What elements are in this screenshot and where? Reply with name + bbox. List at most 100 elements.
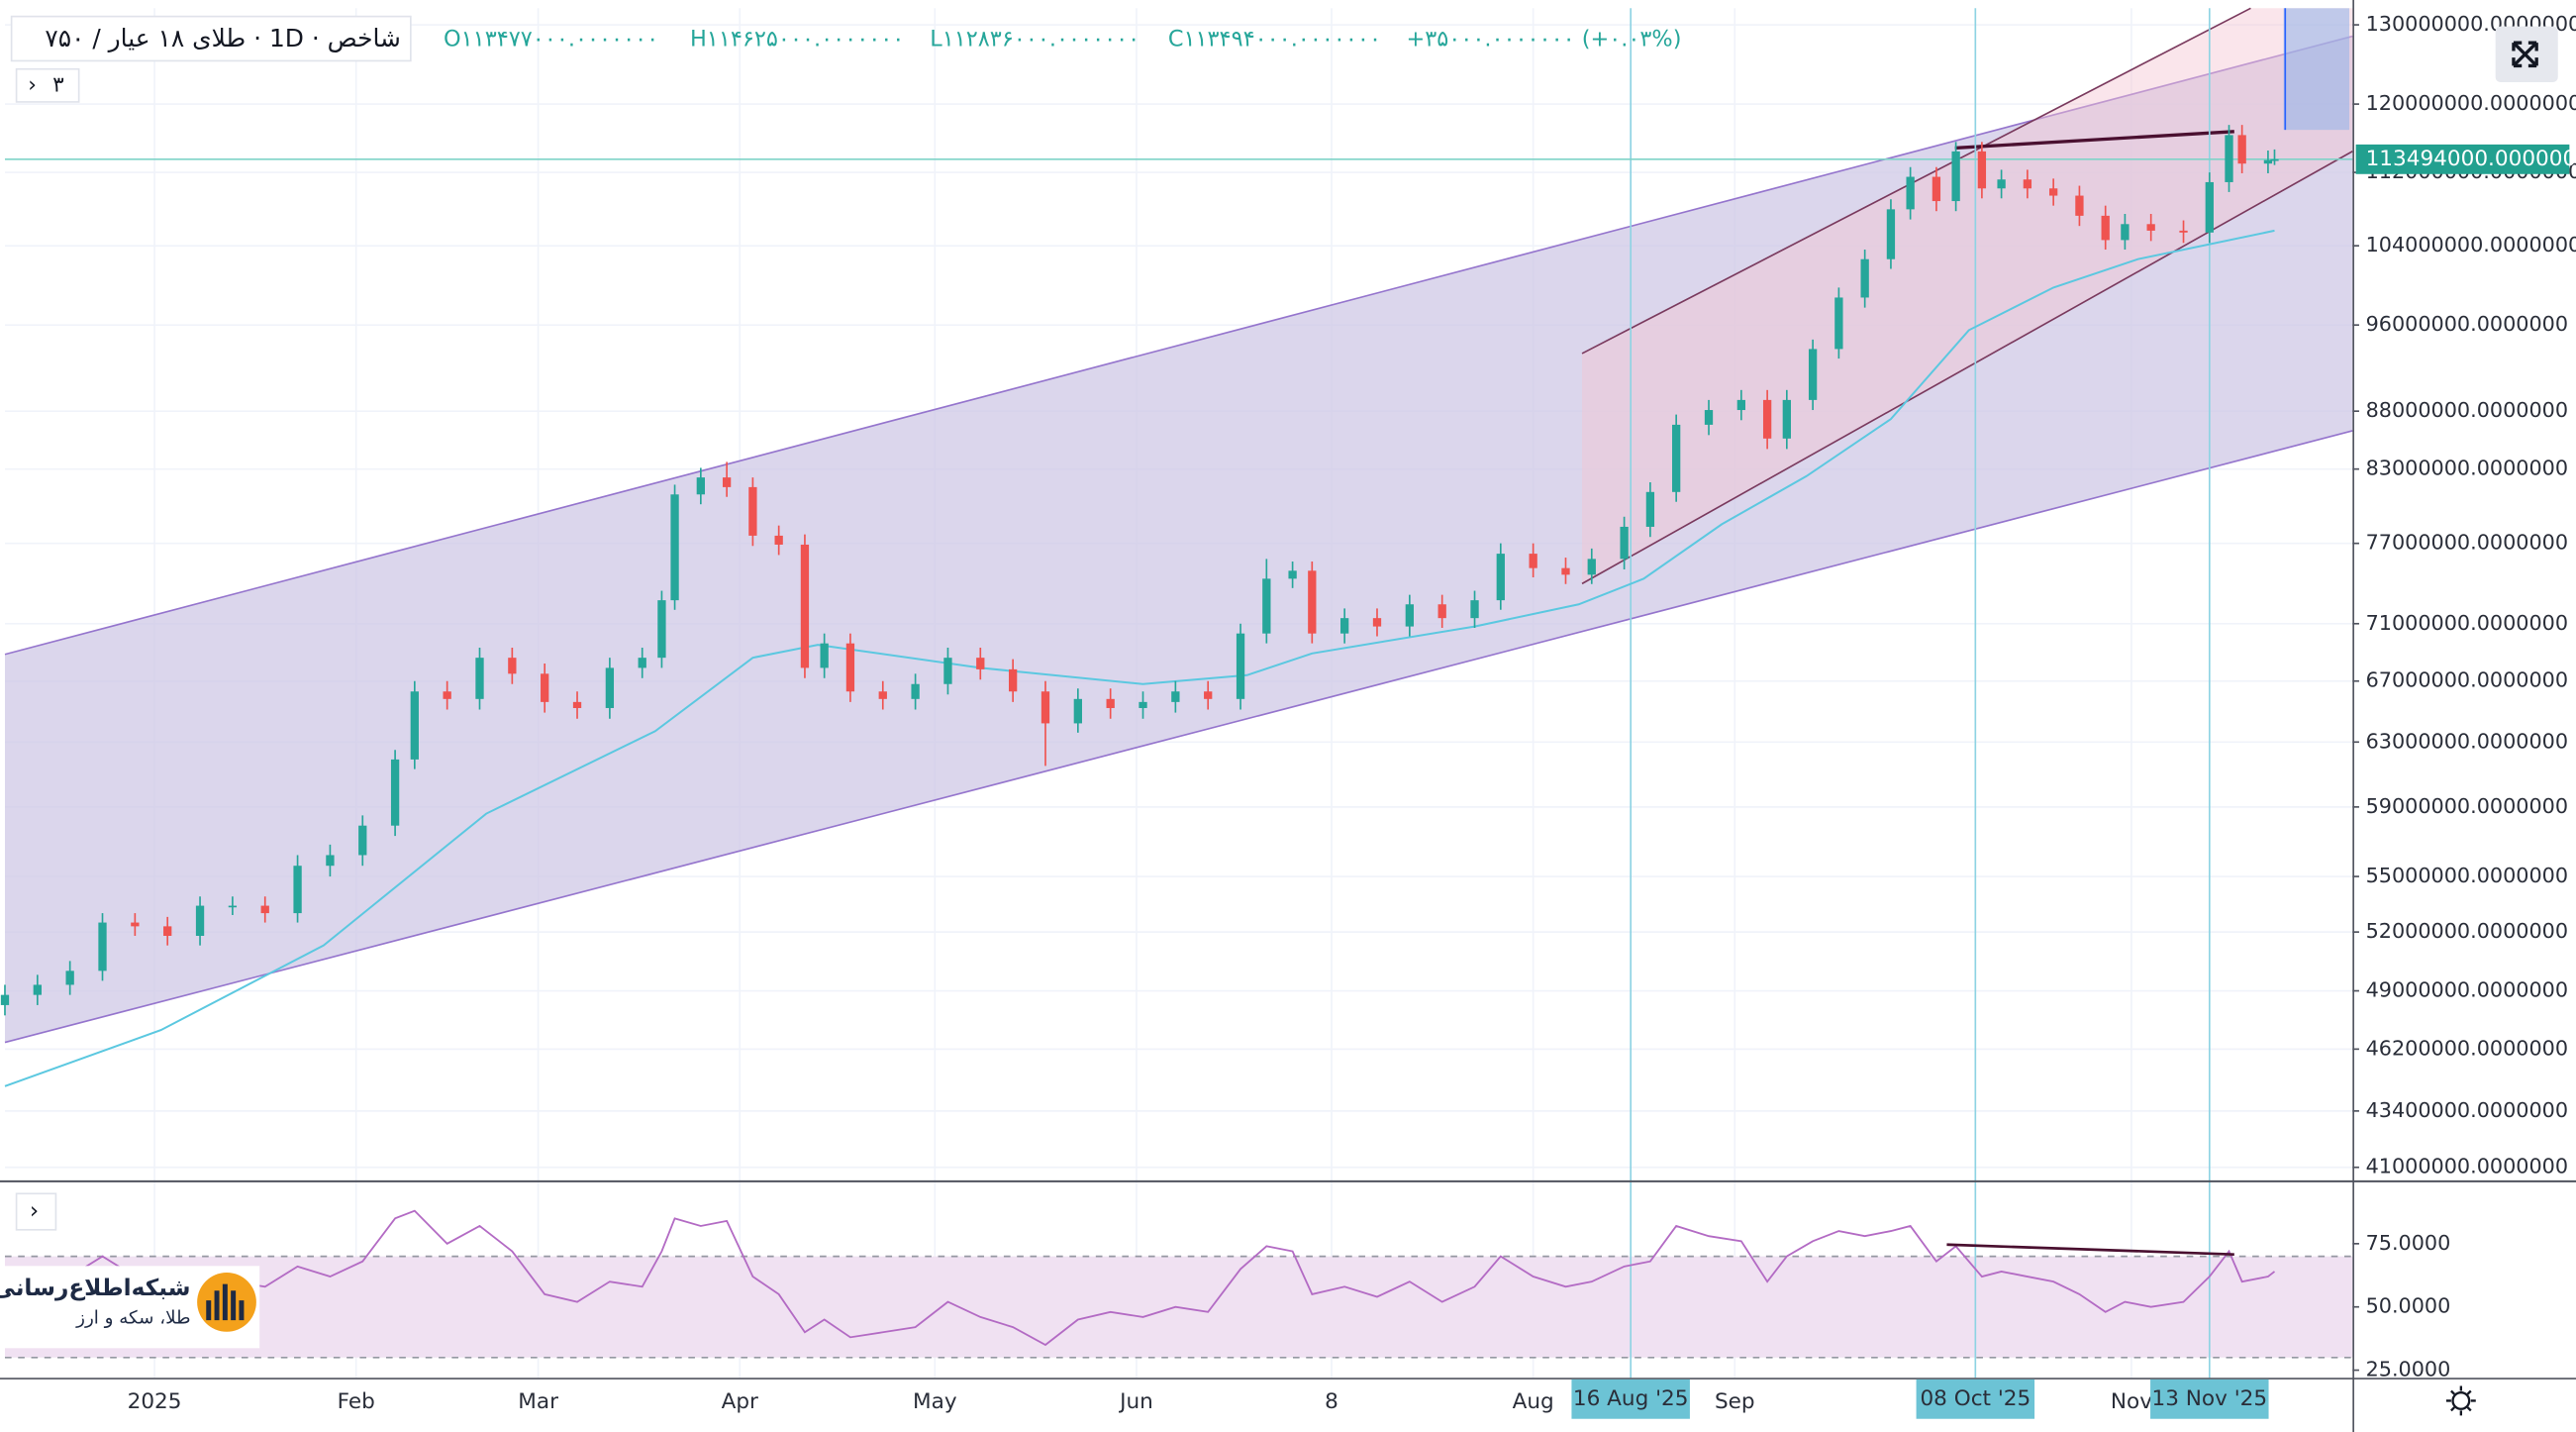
candle-body <box>1704 410 1714 425</box>
y-tick-label: 96000000.0000000 <box>2366 312 2568 336</box>
candle-body <box>131 922 140 927</box>
candle-body <box>1672 424 1681 492</box>
rsi-line <box>4 1209 2276 1347</box>
marker-label-box <box>2150 1379 2269 1419</box>
candle-body <box>605 667 615 708</box>
candle-body <box>800 544 810 668</box>
axes: 130000000.0000000120000000.0000000112000… <box>128 12 2576 1419</box>
candle-body <box>1886 209 1896 259</box>
watermark-subtitle: طلا، سکه و ارز <box>75 1307 190 1328</box>
candle-body <box>1762 399 1772 439</box>
candle-body <box>1437 604 1446 619</box>
symbol-title: شاخص · 1D · طلای ۱۸ عیار / ۷۵۰ <box>45 24 401 52</box>
x-tick-label: 2025 <box>128 1389 182 1414</box>
candle-body <box>1977 151 1987 189</box>
x-tick-label: Nov <box>2111 1389 2152 1414</box>
candle-body <box>65 971 74 985</box>
settings-rays <box>2445 1385 2476 1416</box>
last-price-label: 113494000.0000000 <box>2366 147 2576 171</box>
candle-body <box>1645 491 1655 527</box>
chevron: › <box>28 72 37 97</box>
x-tick-label: 8 <box>1325 1389 1338 1414</box>
y-tick-label: 63000000.0000000 <box>2366 729 2568 753</box>
candle-body <box>820 643 829 668</box>
candle-body <box>2237 135 2246 164</box>
candle-body <box>0 994 10 1005</box>
settings-icon[interactable] <box>2445 1385 2476 1416</box>
watermark-title: شبکه‌اطلاع‌رسانی <box>0 1275 190 1301</box>
candle-body <box>2205 181 2214 233</box>
candle-body <box>1808 349 1818 400</box>
inner-channel-upper <box>1581 7 2251 355</box>
y-tick-label: 104000000.0000000 <box>2366 233 2576 256</box>
candle-body <box>541 673 549 702</box>
candle-body <box>1470 600 1479 619</box>
y-tick-label: 46200000.0000000 <box>2366 1036 2568 1060</box>
y-tick-label: 25.0000 <box>2366 1358 2451 1381</box>
symbol-box[interactable] <box>10 15 412 62</box>
y-tick-label: 41000000.0000000 <box>2366 1155 2568 1178</box>
candle-body <box>1040 691 1050 724</box>
candle-body <box>1906 176 1915 210</box>
candle-body <box>2270 158 2279 161</box>
candle-body <box>1008 668 1018 692</box>
candle-body <box>696 477 705 495</box>
candle-body <box>657 600 666 659</box>
candle-body <box>774 535 783 545</box>
candle-body <box>976 658 985 669</box>
candle-body <box>1782 399 1791 439</box>
marker-label: 13 Nov '25 <box>2152 1386 2268 1411</box>
candle-body <box>2121 224 2130 241</box>
y-tick-label: 52000000.0000000 <box>2366 919 2568 943</box>
y-tick-label: 75.0000 <box>2366 1231 2451 1255</box>
rsi-toggle[interactable] <box>15 1192 57 1231</box>
candle-body <box>572 701 582 708</box>
watermark-bars <box>206 1283 245 1321</box>
y-tick-label: 71000000.0000000 <box>2366 611 2568 635</box>
candle-body <box>638 658 646 668</box>
y-tick-label: 59000000.0000000 <box>2366 794 2568 818</box>
y-tick-label: 83000000.0000000 <box>2366 457 2568 480</box>
candle-body <box>2225 135 2233 182</box>
x-tick-label: Feb <box>338 1389 375 1414</box>
candle-body <box>1405 604 1414 627</box>
candle-body <box>443 691 451 699</box>
candle-body <box>670 494 679 601</box>
inner-channel <box>1582 8 2353 584</box>
parallel-channel <box>4 36 2353 1043</box>
candle-body <box>293 866 302 914</box>
legend-open: O۱۱۳۴۷۷۰۰۰.۰۰۰۰۰۰۰ <box>444 26 658 51</box>
x-tick-label: Sep <box>1715 1389 1755 1414</box>
candle-body <box>98 922 107 972</box>
candle-body <box>508 658 517 674</box>
candle-body <box>2179 230 2188 233</box>
candle-body <box>1587 559 1596 575</box>
fullscreen-icon <box>2512 41 2538 68</box>
candle-body <box>195 905 205 936</box>
candle-body <box>2049 188 2058 196</box>
candle-body <box>1171 691 1180 702</box>
candle-body <box>2075 195 2084 216</box>
candle-body <box>475 658 484 699</box>
y-tick-label: 55000000.0000000 <box>2366 864 2568 887</box>
moving-average <box>4 229 2275 1087</box>
candle-body <box>748 486 757 536</box>
candle-body <box>1736 399 1745 411</box>
indicators-toggle[interactable] <box>15 67 80 103</box>
selection-box <box>2283 8 2349 131</box>
candle-body <box>228 905 238 908</box>
candle-body <box>1860 258 1869 298</box>
candle-body <box>1236 633 1245 699</box>
marker-label: 08 Oct '25 <box>1920 1386 2031 1411</box>
last-price-box <box>2355 144 2570 174</box>
candle-body <box>1204 691 1213 699</box>
channel-lower <box>4 430 2353 1044</box>
y-tick-label: 88000000.0000000 <box>2366 398 2568 422</box>
candle-body <box>163 926 172 936</box>
legend-high: H۱۱۴۶۲۵۰۰۰.۰۰۰۰۰۰۰ <box>690 26 904 51</box>
marker-label-box <box>1916 1379 2035 1419</box>
candle-body <box>358 825 367 856</box>
legend-low: L۱۱۲۸۳۶۰۰۰.۰۰۰۰۰۰۰ <box>930 26 1139 51</box>
candle-body <box>1997 179 2006 189</box>
